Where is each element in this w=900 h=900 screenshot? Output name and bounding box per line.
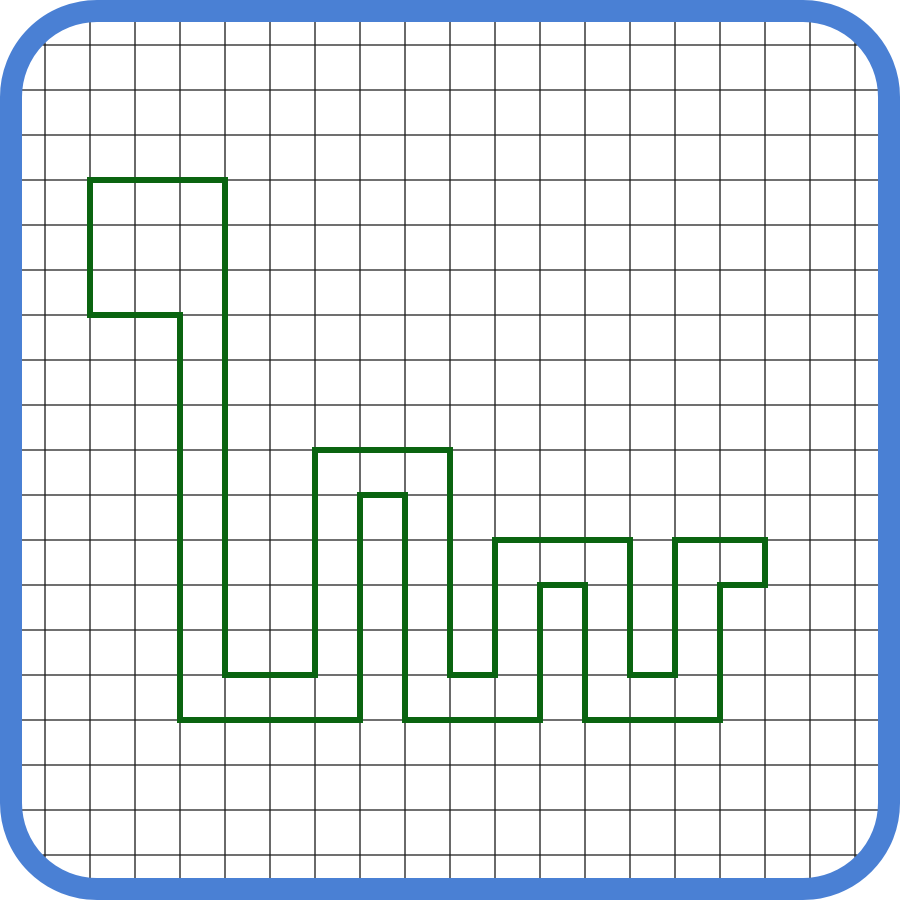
green-path-shape [87, 177, 768, 723]
